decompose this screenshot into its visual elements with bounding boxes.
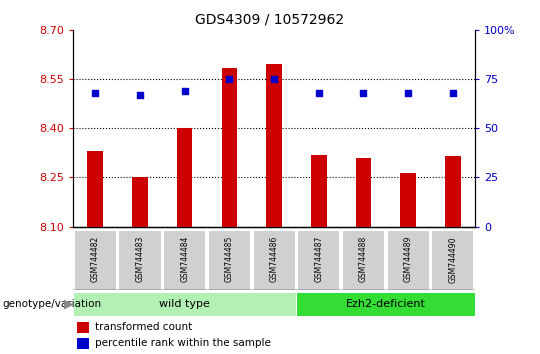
Bar [266,64,282,227]
Point [359,90,368,96]
Text: wild type: wild type [159,299,210,309]
Bar [77,338,89,349]
FancyBboxPatch shape [342,230,384,290]
FancyBboxPatch shape [253,230,295,290]
Text: GSM744487: GSM744487 [314,236,323,282]
Bar [311,154,327,227]
Point [225,76,234,82]
Bar [87,151,103,227]
Text: GSM744490: GSM744490 [448,236,457,282]
Bar [356,158,372,227]
Text: ▶: ▶ [64,298,74,310]
Text: GSM744486: GSM744486 [269,236,279,282]
Point [449,90,457,96]
Text: percentile rank within the sample: percentile rank within the sample [95,338,271,348]
Point [269,76,279,82]
FancyBboxPatch shape [74,230,116,290]
FancyBboxPatch shape [118,230,160,290]
FancyBboxPatch shape [298,230,339,290]
FancyBboxPatch shape [298,293,475,315]
FancyBboxPatch shape [74,293,296,315]
FancyBboxPatch shape [163,230,205,290]
FancyBboxPatch shape [387,230,429,290]
Bar [445,156,461,227]
Text: GSM744482: GSM744482 [91,236,100,282]
Point [404,90,413,96]
Point [180,88,189,94]
FancyBboxPatch shape [431,230,474,290]
Text: GSM744483: GSM744483 [136,236,145,282]
Bar [132,177,148,227]
Text: GSM744485: GSM744485 [225,236,234,282]
Text: genotype/variation: genotype/variation [3,299,102,309]
FancyBboxPatch shape [208,230,250,290]
Bar [221,68,237,227]
Text: transformed count: transformed count [95,322,192,332]
Point [314,90,323,96]
Text: Ezh2-deficient: Ezh2-deficient [346,299,426,309]
Text: GDS4309 / 10572962: GDS4309 / 10572962 [195,12,345,27]
Bar [77,322,89,333]
Bar [177,128,192,227]
Text: GSM744484: GSM744484 [180,236,189,282]
Point [136,92,144,98]
Text: GSM744489: GSM744489 [403,236,413,282]
Point [91,90,99,96]
Text: GSM744488: GSM744488 [359,236,368,282]
Bar [400,172,416,227]
